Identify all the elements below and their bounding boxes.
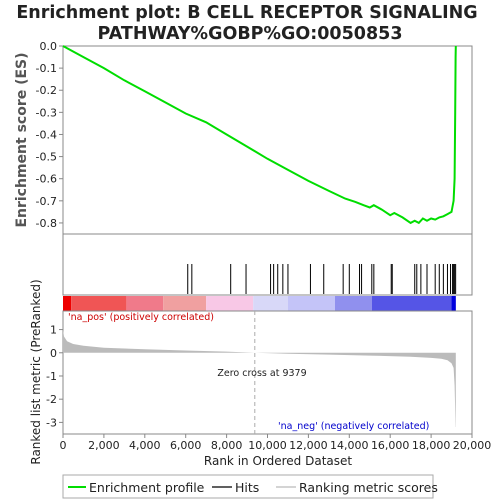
zero-cross-label: Zero cross at 9379	[217, 368, 306, 379]
metric-panel-frame	[62, 310, 473, 435]
x-axis-label: Rank in Ordered Dataset	[204, 454, 352, 468]
legend-es-label: Enrichment profile	[89, 480, 205, 495]
color-bar-segment	[63, 296, 72, 311]
enrichment-profile-line	[62, 45, 457, 225]
x-tick-label: 4,000	[129, 439, 161, 452]
es-y-tick-label: -0.2	[36, 84, 57, 97]
es-y-tick-label: -0.6	[36, 173, 57, 186]
es-y-tick-label: -0.7	[36, 195, 57, 208]
color-bar-segment	[287, 296, 335, 311]
color-bar-segment	[126, 296, 164, 311]
chart-title-line2: PATHWAY%GOBP%GO:0050853	[98, 24, 403, 44]
x-tick-label: 10,000	[248, 439, 287, 452]
es-y-tick-label: -0.3	[36, 106, 57, 119]
legend-hits-label: Hits	[235, 480, 259, 495]
metric-y-tick-label: -2	[46, 393, 57, 406]
color-bar-segment	[451, 296, 456, 311]
es-y-axis-label: Enrichment score (ES)	[14, 52, 30, 227]
es-y-axis: 0.0 -0.1 -0.2 -0.3 -0.4 -0.5 -0.6 -0.7 -0.8	[36, 40, 63, 230]
es-y-tick-label: -0.4	[36, 128, 57, 141]
color-bar-segment	[206, 296, 254, 311]
legend: Enrichment profile Hits Ranking metric s…	[62, 474, 438, 499]
es-panel-frame	[62, 45, 473, 235]
x-tick-label: 2,000	[88, 439, 120, 452]
metric-y-tick-label: 1	[50, 324, 57, 337]
color-bar-segment	[71, 296, 127, 311]
metric-y-axis: 1 0 -1 -2 -3	[46, 324, 63, 429]
x-tick-label: 18,000	[412, 439, 451, 452]
x-tick-label: 0	[60, 439, 67, 452]
metric-y-tick-label: 0	[50, 347, 57, 360]
pos-label: 'na_pos' (positively correlated)	[68, 312, 214, 323]
es-y-tick-label: -0.8	[36, 217, 57, 230]
es-y-tick-label: -0.5	[36, 151, 57, 164]
rank-color-bar	[63, 296, 456, 311]
color-bar-segment	[334, 296, 372, 311]
x-tick-label: 16,000	[371, 439, 410, 452]
x-tick-label: 8,000	[211, 439, 243, 452]
x-axis: 0 2,000 4,000 6,000 8,000 10,000 12,000 14,000 1…	[60, 434, 492, 452]
color-bar-segment	[163, 296, 207, 311]
metric-y-tick-label: -1	[46, 370, 57, 383]
x-tick-label: 12,000	[289, 439, 328, 452]
metric-y-axis-label: Ranked list metric (PreRanked)	[29, 279, 43, 464]
color-bar-segment	[253, 296, 288, 311]
neg-label: 'na_neg' (negatively correlated)	[278, 421, 429, 432]
x-tick-label: 14,000	[330, 439, 369, 452]
hits-panel	[187, 264, 457, 294]
es-y-tick-label: -0.1	[36, 62, 57, 75]
x-tick-label: 20,000	[453, 439, 492, 452]
chart-title-line1: Enrichment plot: B CELL RECEPTOR SIGNALI…	[16, 3, 477, 23]
hits-panel-frame	[62, 233, 473, 296]
legend-metric-label: Ranking metric scores	[299, 480, 438, 495]
x-tick-label: 6,000	[170, 439, 202, 452]
es-y-tick-label: 0.0	[40, 40, 58, 53]
ranking-metric-area	[63, 329, 456, 427]
legend-frame	[62, 474, 434, 499]
metric-y-tick-label: -3	[46, 416, 57, 429]
color-bar-segment	[371, 296, 452, 311]
